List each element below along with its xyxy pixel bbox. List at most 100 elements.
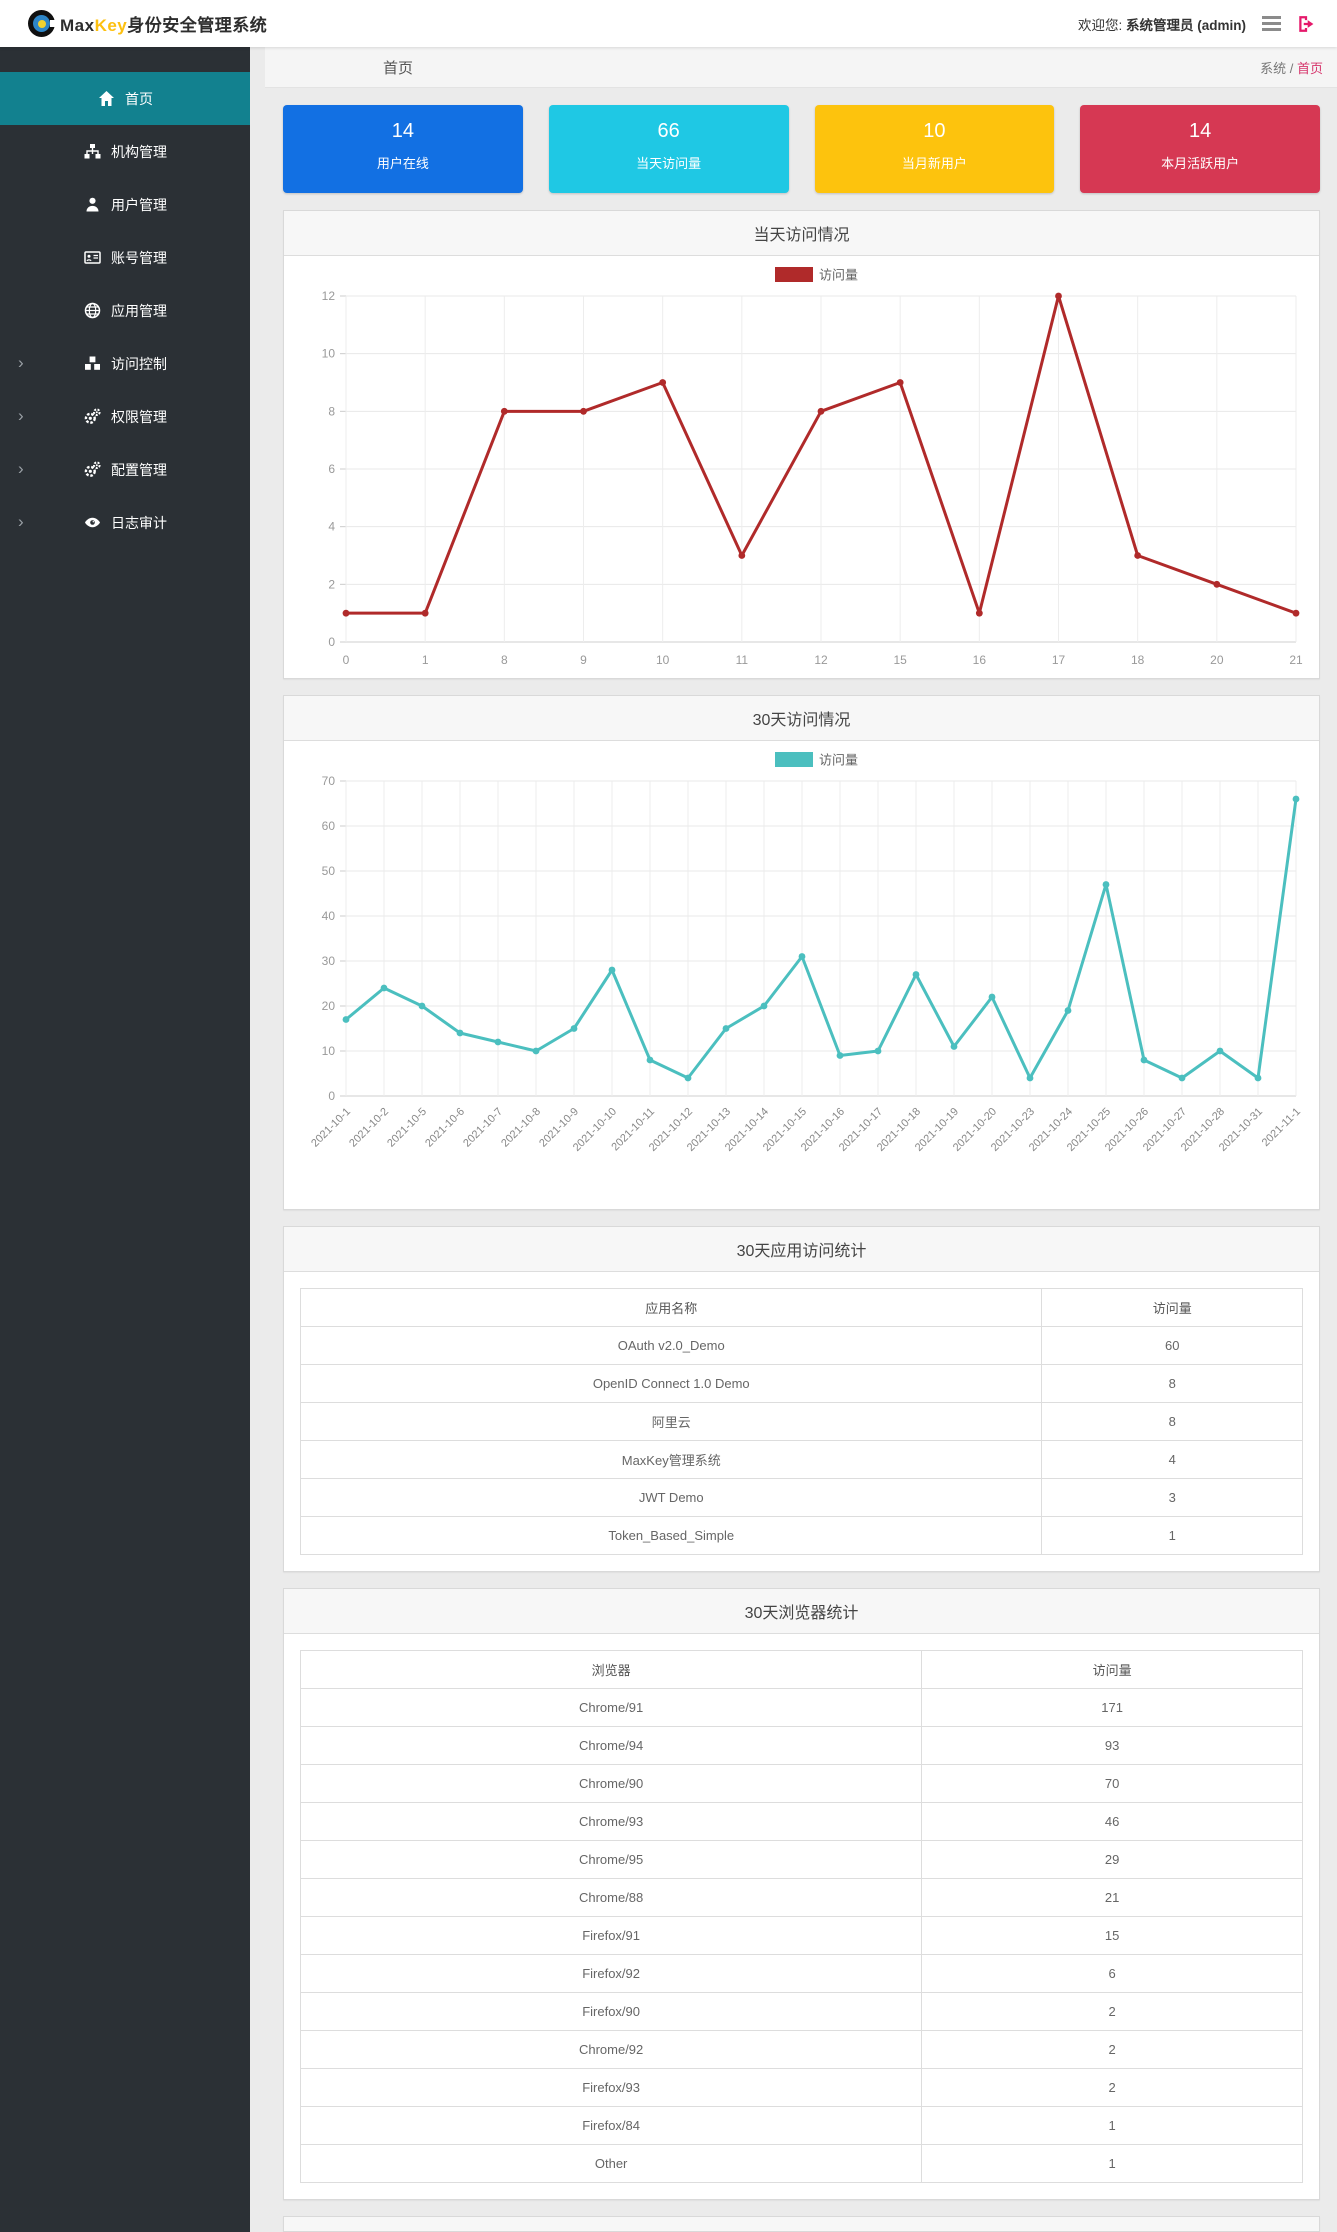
logo-notch bbox=[50, 20, 57, 27]
svg-text:8: 8 bbox=[328, 404, 335, 418]
table-cell: Chrome/93 bbox=[299, 1802, 923, 1841]
table-cell: Chrome/94 bbox=[299, 1726, 923, 1765]
table-row: Chrome/93 46 bbox=[299, 1802, 1303, 1841]
table-row: JWT Demo 3 bbox=[299, 1478, 1303, 1517]
column-header: 应用名称 bbox=[299, 1288, 1043, 1327]
header-right-tools: 欢迎您: 系统管理员 (admin) bbox=[1078, 14, 1315, 34]
column-header: 访问量 bbox=[921, 1650, 1303, 1689]
sidebar-item-users[interactable]: 用户管理 bbox=[0, 178, 250, 231]
svg-text:40: 40 bbox=[322, 909, 336, 923]
cogs-icon bbox=[83, 408, 101, 426]
table-cell: 3 bbox=[1041, 1478, 1303, 1517]
sidebar-item-apps[interactable]: 应用管理 bbox=[0, 284, 250, 337]
stat-value: 66 bbox=[657, 120, 680, 142]
stat-label: 当月新用户 bbox=[901, 156, 967, 171]
table-cell: 8 bbox=[1041, 1402, 1303, 1441]
brand-max: Max bbox=[60, 16, 95, 35]
sidebar-item-label: 配置管理 bbox=[111, 461, 167, 478]
content-area: 首页 系统 / 首页 14 用户在线 66 当天访问量 10 当月新用户 14 本月活跃用户 … bbox=[250, 47, 1337, 2232]
table-row: Chrome/91 171 bbox=[299, 1688, 1303, 1727]
cubes-icon bbox=[83, 355, 101, 373]
svg-text:10: 10 bbox=[656, 653, 670, 667]
svg-text:17: 17 bbox=[1052, 653, 1066, 667]
id-card-icon bbox=[83, 249, 101, 267]
table-row: Other 1 bbox=[299, 2144, 1303, 2183]
svg-text:2021-11-1: 2021-11-1 bbox=[1260, 1106, 1303, 1149]
logout-icon[interactable] bbox=[1297, 15, 1315, 33]
chevron-right-icon: › bbox=[18, 352, 24, 372]
app-visits-table-wrap: 应用名称 访问量 OAuth v2.0_Demo 60 OpenID Connect 1… bbox=[284, 1272, 1319, 1571]
svg-text:18: 18 bbox=[1131, 653, 1145, 667]
stat-value: 14 bbox=[1189, 120, 1212, 142]
stat-card-today-visits[interactable]: 66 当天访问量 bbox=[548, 105, 789, 193]
stat-label: 当天访问量 bbox=[636, 156, 702, 171]
brand-suffix: 身份安全管理系统 bbox=[127, 16, 268, 35]
stat-card-month-active-users[interactable]: 14 本月活跃用户 bbox=[1080, 105, 1320, 193]
sidebar-item-access[interactable]: › 访问控制 bbox=[0, 337, 250, 390]
svg-text:2021-10-2: 2021-10-2 bbox=[347, 1106, 391, 1150]
sidebar-item-label: 权限管理 bbox=[111, 408, 167, 425]
menu-toggle-icon[interactable] bbox=[1262, 16, 1281, 31]
sidebar-item-label: 日志审计 bbox=[111, 514, 167, 531]
svg-text:10: 10 bbox=[322, 1044, 336, 1058]
table-cell: 4 bbox=[1041, 1440, 1303, 1479]
table-cell: 阿里云 bbox=[299, 1402, 1043, 1441]
table-cell: Other bbox=[299, 2144, 923, 2183]
sidebar-item-config[interactable]: › 配置管理 bbox=[0, 443, 250, 496]
svg-text:2: 2 bbox=[328, 577, 335, 591]
table-row: Firefox/84 1 bbox=[299, 2106, 1303, 2145]
table-cell: 2 bbox=[921, 2030, 1303, 2069]
brand-key: Key bbox=[94, 16, 128, 35]
sidebar-item-org[interactable]: 机构管理 bbox=[0, 125, 250, 178]
chevron-right-icon: › bbox=[18, 511, 24, 531]
svg-text:15: 15 bbox=[893, 653, 907, 667]
svg-text:2021-10-1: 2021-10-1 bbox=[309, 1106, 353, 1150]
table-cell: 171 bbox=[921, 1688, 1303, 1727]
sidebar-item-audit[interactable]: › 日志审计 bbox=[0, 496, 250, 549]
sidebar-item-label: 机构管理 bbox=[111, 143, 167, 160]
home-icon bbox=[97, 90, 115, 108]
svg-text:1: 1 bbox=[422, 653, 429, 667]
table-cell: Firefox/91 bbox=[299, 1916, 923, 1955]
table-cell: Firefox/84 bbox=[299, 2106, 923, 2145]
table-cell: Chrome/90 bbox=[299, 1764, 923, 1803]
sidebar-item-home[interactable]: 首页 bbox=[0, 72, 250, 125]
table-cell: Firefox/92 bbox=[299, 1954, 923, 1993]
daily-visits-title: 当天访问情况 bbox=[284, 211, 1319, 256]
table-row: OAuth v2.0_Demo 60 bbox=[299, 1326, 1303, 1365]
svg-text:6: 6 bbox=[328, 462, 335, 476]
app-visits-table: 应用名称 访问量 OAuth v2.0_Demo 60 OpenID Connect 1… bbox=[299, 1288, 1303, 1555]
sidebar-item-accounts[interactable]: 账号管理 bbox=[0, 231, 250, 284]
column-header: 浏览器 bbox=[299, 1650, 923, 1689]
sidebar-item-permissions[interactable]: › 权限管理 bbox=[0, 390, 250, 443]
globe-icon bbox=[83, 302, 101, 320]
svg-text:70: 70 bbox=[322, 774, 336, 788]
table-cell: 6 bbox=[921, 1954, 1303, 1993]
svg-text:2021-10-8: 2021-10-8 bbox=[499, 1106, 543, 1150]
table-row: Chrome/94 93 bbox=[299, 1726, 1303, 1765]
logo-yellow-core bbox=[37, 19, 46, 28]
user-icon bbox=[83, 196, 101, 214]
monthly-visits-line-chart: 0102030405060702021-10-12021-10-22021-10… bbox=[309, 752, 1303, 1154]
stat-label: 用户在线 bbox=[376, 156, 429, 171]
sidebar-item-label: 账号管理 bbox=[111, 249, 167, 266]
table-row: Firefox/93 2 bbox=[299, 2068, 1303, 2107]
svg-text:2021-10-6: 2021-10-6 bbox=[423, 1106, 467, 1150]
monthly-visits-chart: 0 10 20 30 40 50 60 70 2021-10-1 2021-10-2 2021-10… bbox=[284, 741, 1319, 1209]
stat-card-month-new-users[interactable]: 10 当月新用户 bbox=[814, 105, 1055, 193]
svg-text:访问量: 访问量 bbox=[819, 753, 858, 768]
monthly-visits-card: 30天访问情况 0 10 20 30 40 50 60 70 2021-10-1 2021-10-… bbox=[283, 695, 1320, 1210]
table-cell: 1 bbox=[921, 2106, 1303, 2145]
brand-logo: MaxKey身份安全管理系统 bbox=[28, 10, 267, 37]
table-row: Firefox/92 6 bbox=[299, 1954, 1303, 1993]
stat-value: 10 bbox=[923, 120, 946, 142]
top-header-bar: MaxKey身份安全管理系统 欢迎您: 系统管理员 (admin) bbox=[0, 0, 1337, 47]
table-cell: Chrome/95 bbox=[299, 1840, 923, 1879]
breadcrumb-current[interactable]: 首页 bbox=[1296, 60, 1323, 76]
svg-text:20: 20 bbox=[1210, 653, 1224, 667]
app-visits-table-card: 30天应用访问统计 应用名称 访问量 OAuth v2.0_Demo 60 OpenID… bbox=[283, 1226, 1320, 1572]
table-cell: Firefox/93 bbox=[299, 2068, 923, 2107]
stat-card-online-users[interactable]: 14 用户在线 bbox=[283, 105, 523, 193]
table-cell: 93 bbox=[921, 1726, 1303, 1765]
